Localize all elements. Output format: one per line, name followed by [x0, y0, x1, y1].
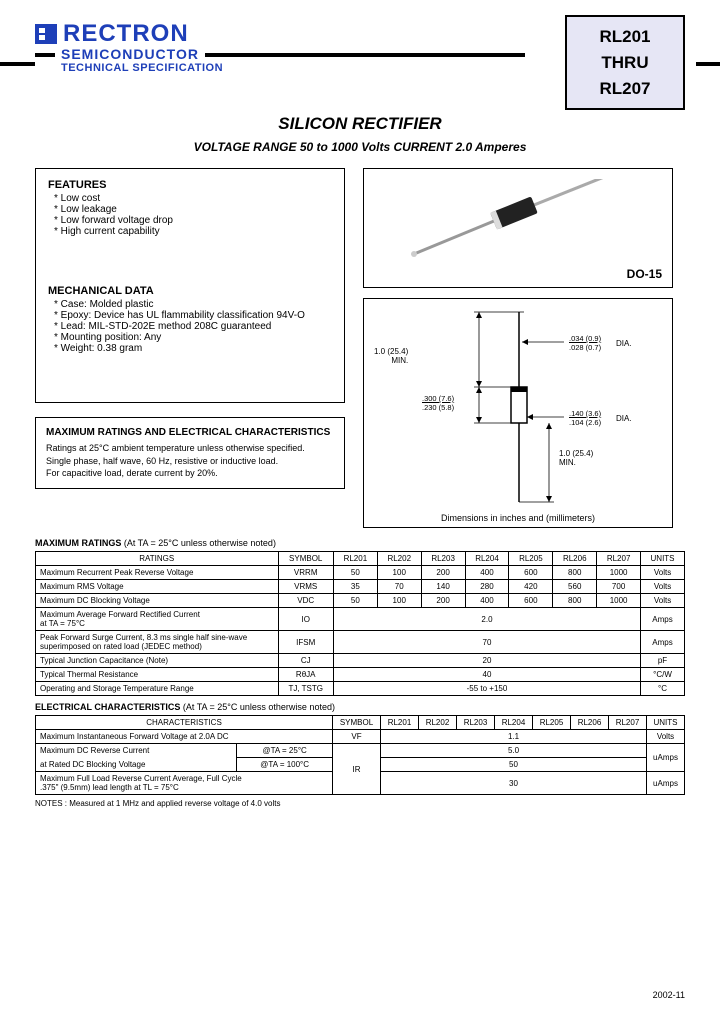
feature-item: High current capability	[54, 226, 332, 237]
mech-list: Case: Molded plastic Epoxy: Device has U…	[54, 299, 332, 354]
dim-text: .300 (7.6).230 (5.8)	[422, 394, 454, 412]
logo-block: RECTRON SEMICONDUCTOR TECHNICAL SPECIFIC…	[35, 20, 533, 74]
dim-caption: Dimensions in inches and (millimeters)	[364, 513, 672, 523]
part-thru: THRU	[601, 53, 648, 73]
features-list: Low cost Low leakage Low forward voltage…	[54, 193, 332, 237]
mech-head: MECHANICAL DATA	[48, 285, 332, 297]
part-to: RL207	[599, 79, 650, 99]
dim-text: .034 (0.9).028 (0.7)	[569, 334, 601, 352]
part-number-box: RL201 THRU RL207	[565, 15, 685, 110]
dim-text: DIA.	[616, 339, 632, 348]
feature-item: Low forward voltage drop	[54, 215, 332, 226]
maxbox-head: MAXIMUM RATINGS AND ELECTRICAL CHARACTER…	[46, 426, 334, 440]
brand-name: RECTRON	[63, 20, 189, 48]
maxbox-line: Single phase, half wave, 60 Hz, resistiv…	[46, 455, 334, 468]
sub-title: VOLTAGE RANGE 50 to 1000 Volts CURRENT 2…	[35, 140, 685, 154]
brand-sub: SEMICONDUCTOR	[61, 46, 199, 62]
feature-item: Low leakage	[54, 204, 332, 215]
features-box: FEATURES Low cost Low leakage Low forwar…	[35, 168, 345, 403]
max-ratings-box: MAXIMUM RATINGS AND ELECTRICAL CHARACTER…	[35, 417, 345, 489]
elec-char-table: CHARACTERISTICSSYMBOLRL201RL202RL203RL20…	[35, 715, 685, 795]
package-label: DO-15	[627, 267, 662, 281]
maxbox-line: For capacitive load, derate current by 2…	[46, 467, 334, 480]
main-title: SILICON RECTIFIER	[35, 114, 685, 134]
rule-right	[696, 62, 720, 66]
revision: 2002-11	[653, 990, 685, 1000]
dim-text: 1.0 (25.4)MIN.	[559, 449, 593, 467]
mech-item: Epoxy: Device has UL flammability classi…	[54, 310, 332, 321]
part-from: RL201	[599, 27, 650, 47]
tech-spec: TECHNICAL SPECIFICATION	[61, 62, 525, 74]
maxbox-line: Ratings at 25°C ambient temperature unle…	[46, 442, 334, 455]
brand-icon	[35, 24, 57, 44]
feature-item: Low cost	[54, 193, 332, 204]
elec-label: ELECTRICAL CHARACTERISTICS (At TA = 25°C…	[35, 702, 685, 712]
mech-item: Case: Molded plastic	[54, 299, 332, 310]
rule-left	[0, 62, 35, 66]
mech-item: Lead: MIL-STD-202E method 208C guarantee…	[54, 321, 332, 332]
mech-item: Mounting position: Any	[54, 332, 332, 343]
features-head: FEATURES	[48, 179, 332, 191]
package-image-box: DO-15	[363, 168, 673, 288]
titles: SILICON RECTIFIER VOLTAGE RANGE 50 to 10…	[35, 114, 685, 154]
dim-text: .140 (3.6).104 (2.6)	[569, 409, 601, 427]
max-ratings-table: RATINGSSYMBOLRL201RL202RL203RL204RL205RL…	[35, 551, 685, 696]
dim-text: 1.0 (25.4)MIN.	[374, 347, 408, 365]
two-col: FEATURES Low cost Low leakage Low forwar…	[35, 168, 685, 528]
dimension-box: 1.0 (25.4)MIN. .034 (0.9).028 (0.7) DIA.…	[363, 298, 673, 528]
notes: NOTES : Measured at 1 MHz and applied re…	[35, 799, 685, 808]
diode-drawing	[394, 179, 644, 274]
max-ratings-label: MAXIMUM RATINGS (At TA = 25°C unless oth…	[35, 538, 685, 548]
mech-item: Weight: 0.38 gram	[54, 343, 332, 354]
dim-text: DIA.	[616, 414, 632, 423]
